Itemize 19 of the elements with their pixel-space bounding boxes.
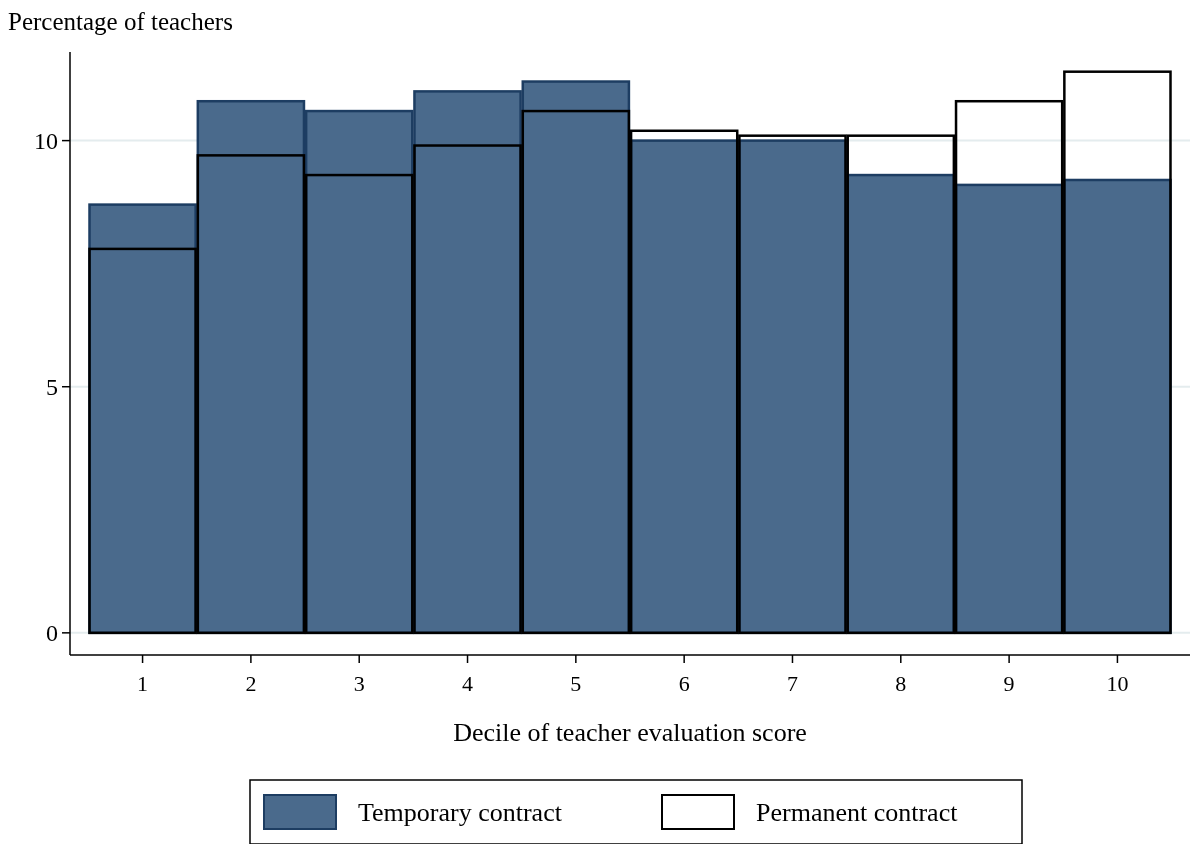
legend-label: Temporary contract [358, 798, 563, 828]
x-tick-label: 9 [1003, 671, 1015, 696]
x-tick-label: 10 [1106, 671, 1129, 696]
x-tick-label: 6 [678, 671, 690, 696]
x-tick-label: 7 [786, 671, 798, 696]
x-tick-label: 8 [895, 671, 907, 696]
x-axis-title: Decile of teacher evaluation score [453, 718, 807, 747]
bar [954, 183, 1064, 635]
x-tick-label: 4 [462, 671, 474, 696]
x-tick-label: 2 [245, 671, 257, 696]
x-tick-label: 3 [353, 671, 365, 696]
y-axis-title: Percentage of teachers [8, 8, 233, 35]
x-tick-label: 5 [570, 671, 582, 696]
y-tick-label: 5 [46, 374, 58, 401]
y-tick-label: 10 [34, 128, 58, 154]
bar [1063, 178, 1172, 635]
y-tick-label: 0 [46, 620, 58, 647]
x-tick-label: 1 [137, 671, 149, 696]
legend-label: Permanent contract [756, 798, 959, 828]
